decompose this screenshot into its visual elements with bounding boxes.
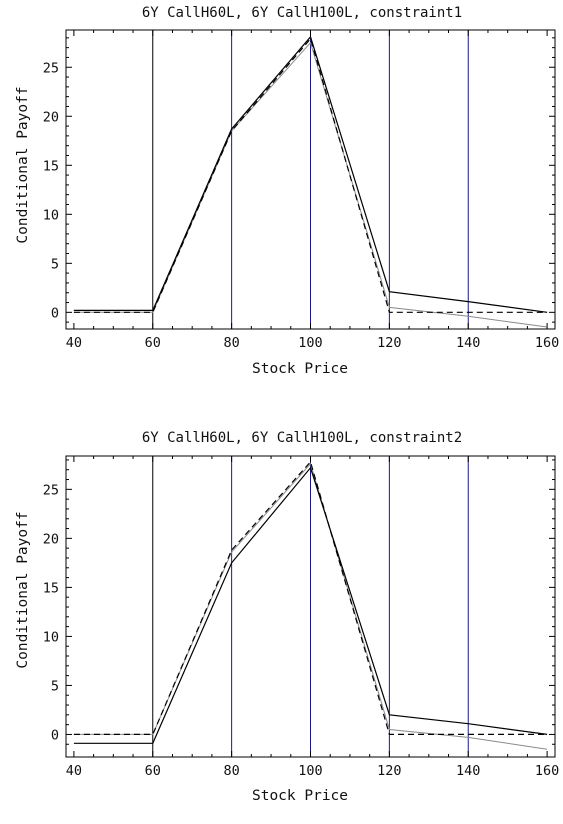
y-axis-label: Conditional Payoff	[15, 86, 31, 243]
chart-1-svg: 6Y CallH60L, 6Y CallH100L, constraint1 C…	[15, 5, 559, 377]
x-tick-label: 40	[66, 763, 82, 779]
y-tick-label: 15	[43, 158, 59, 174]
series-line	[73, 35, 548, 313]
x-tick-label: 120	[377, 763, 401, 779]
x-tick-label: 100	[298, 763, 322, 779]
y-tick-label: 25	[43, 482, 59, 498]
y-axis-label: Conditional Payoff	[15, 511, 31, 668]
x-tick-label: 80	[223, 335, 239, 351]
chart-2-svg: 6Y CallH60L, 6Y CallH100L, constraint2 C…	[15, 430, 559, 804]
y-tick-label: 25	[43, 60, 59, 76]
x-tick-label: 100	[298, 335, 322, 351]
series-line	[73, 460, 548, 735]
series-line	[73, 466, 548, 744]
x-tick-label: 140	[456, 763, 480, 779]
y-tick-label: 10	[43, 629, 59, 645]
plot-area: 40 60 80 100 120 140 160 0 5 10 15 20 25	[43, 455, 559, 779]
x-tick-label: 120	[377, 335, 401, 351]
x-tick-label: 60	[145, 763, 161, 779]
chart-title: 6Y CallH60L, 6Y CallH100L, constraint2	[142, 430, 462, 446]
x-axis-label: Stock Price	[252, 361, 348, 377]
chart-1: 6Y CallH60L, 6Y CallH100L, constraint1 C…	[0, 0, 563, 400]
x-tick-label: 40	[66, 335, 82, 351]
y-tick-label: 15	[43, 580, 59, 596]
chart-title: 6Y CallH60L, 6Y CallH100L, constraint1	[142, 5, 462, 21]
x-tick-label: 140	[456, 335, 480, 351]
series-line	[73, 462, 548, 750]
y-tick-label: 20	[43, 531, 59, 547]
series-line	[73, 37, 548, 313]
y-tick-label: 5	[51, 256, 59, 272]
x-tick-label: 60	[145, 335, 161, 351]
y-tick-label: 20	[43, 109, 59, 125]
x-tick-label: 80	[223, 763, 239, 779]
y-tick-label: 0	[51, 305, 59, 321]
chart-2: 6Y CallH60L, 6Y CallH100L, constraint2 C…	[0, 424, 563, 824]
y-tick-label: 5	[51, 678, 59, 694]
series-line	[73, 41, 548, 328]
x-axis-label: Stock Price	[252, 788, 348, 804]
plot-area: 40 60 80 100 120 140 160 0 5 10 15 20 25	[43, 29, 559, 351]
y-tick-label: 0	[51, 727, 59, 743]
x-tick-label: 160	[535, 763, 559, 779]
x-tick-label: 160	[535, 335, 559, 351]
y-tick-label: 10	[43, 207, 59, 223]
